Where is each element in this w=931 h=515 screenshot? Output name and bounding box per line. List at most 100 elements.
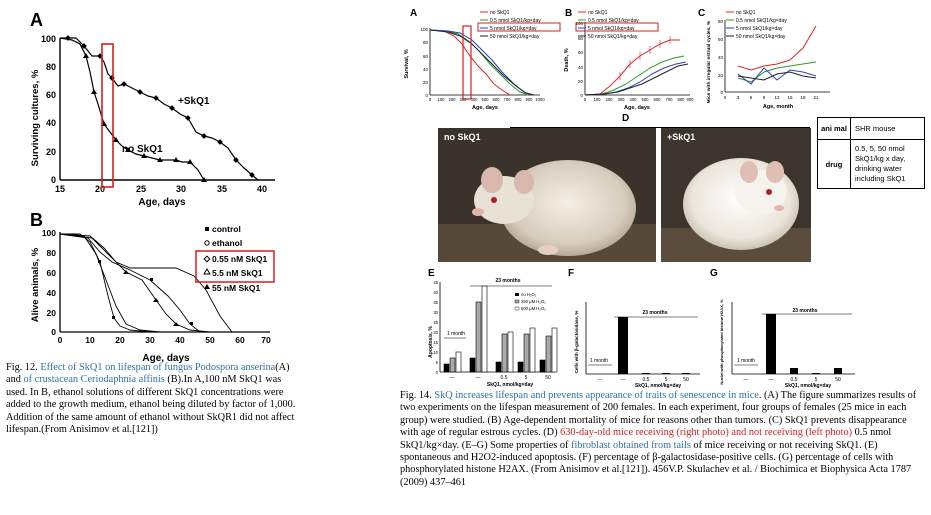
group-label: 1 month xyxy=(447,331,465,337)
legend-item: no SkQ1 xyxy=(588,10,608,16)
fig12-b-legend-item: 0.55 nM SkQ1 xyxy=(212,254,268,264)
fig14-panel-f-label: F xyxy=(568,268,574,279)
fig12-b-legend-item: 5.5 nM SkQ1 xyxy=(212,268,263,278)
caption-text: 0.5 nmol SkQ1/kg×day. (E–G) Some propert… xyxy=(400,427,892,451)
fig14-c-series-05 xyxy=(737,61,817,83)
fig14-b-ylabel: Death, % xyxy=(564,48,570,71)
fig14-c-xtick: 3 xyxy=(737,95,740,100)
fig12-b-xtick: 10 xyxy=(85,335,95,345)
fig14-f-xcat: — xyxy=(598,377,603,383)
fig14-d-table: ani mal SHR mouse drug 0.5, 5, 50 nmol S… xyxy=(817,117,925,189)
fig14-a-highlight-box xyxy=(462,25,472,100)
fig14-panel-a-label: A xyxy=(410,8,417,19)
fig12-panel-b-label: B xyxy=(30,210,43,230)
group-label: 1 month xyxy=(737,358,755,364)
fig14-f-xcat: — xyxy=(621,377,626,383)
fig14-f-bar xyxy=(618,317,628,374)
fig14-g-bar xyxy=(812,373,820,374)
fig14-e-ytick: 5 xyxy=(436,360,439,365)
fig14-e-ytick: 0 xyxy=(436,370,439,375)
fig12-a-ylabel: Surviving cultures, % xyxy=(30,69,41,166)
caption-highlight: of crustacean Ceriodaphnia affinis xyxy=(23,374,165,386)
fig14-f-xlabel: SkQ1, nmol/kg×day xyxy=(635,383,681,389)
fig14-c-xtick: 0 xyxy=(724,95,727,100)
photo-right-label: +SkQ1 xyxy=(667,132,696,142)
fig12-b-xtick: 40 xyxy=(175,335,185,345)
fig14-c-ytick: 80 xyxy=(718,19,724,24)
fig14-c-xtick: 12 xyxy=(774,95,780,100)
fig14-panel-g-label: G xyxy=(710,268,718,279)
fig12-caption: Fig. 12. Effect of SkQ1 on lifespan of f… xyxy=(6,362,298,436)
fig14-b-xtick: 300 xyxy=(618,97,626,102)
group-label: 23 months xyxy=(792,308,817,314)
fig14-g-bar xyxy=(790,368,798,374)
fig14-top-charts: A Survival, % 100 80 60 40 20 0 0 100 20… xyxy=(404,8,830,111)
caption-text: Fig. 12. xyxy=(6,362,41,373)
table-cell-value: 0.5, 5, 50 nmol SkQ1/kg x day, drinking … xyxy=(850,139,925,189)
fig12-b-ytick: 40 xyxy=(47,288,57,298)
fig12-a-markers-skq1 xyxy=(65,35,255,178)
legend-item: 0.5 nmol SkQ1/kg×day xyxy=(736,18,787,24)
fig14-e-ytick: 20 xyxy=(433,330,438,335)
table-row: drug 0.5, 5, 50 nmol SkQ1/kg x day, drin… xyxy=(817,139,925,189)
fig14-caption: Fig. 14. SkQ increases lifespan and prev… xyxy=(400,390,925,489)
fig14-e-xcat: 50 xyxy=(545,375,551,381)
fig12-a-xtick: 30 xyxy=(176,184,186,194)
fig14-a-legend: no SkQ1 0.5 nmol SkQ1/kg×day 5 nmol SkQ1… xyxy=(480,10,541,40)
fig14-a-xtick: 0 xyxy=(429,97,432,102)
fig14-a-series-no-skq1 xyxy=(429,29,511,96)
fig14-a-series-50 xyxy=(429,29,535,96)
fig14-c-xlabel: Age, month xyxy=(763,104,794,110)
legend-item: 5 nmol SkQ1/kg×day xyxy=(490,26,537,32)
fig14-c-xtick: 6 xyxy=(750,95,753,100)
fig12-a-xtick: 15 xyxy=(55,184,65,194)
fig14-g-xcat: 50 xyxy=(835,377,841,383)
legend-item: 0.5 nmol SkQ1/kg×day xyxy=(490,18,541,24)
caption-text: . (A) The figure summarizes results of t… xyxy=(400,390,917,439)
fig14-e-ytick: 40 xyxy=(433,290,438,295)
legend-marker xyxy=(204,284,210,289)
legend-item: 50 nmol SkQ1/kg×day xyxy=(490,34,540,40)
fig14-b-xtick: 200 xyxy=(606,97,614,102)
fig12-b-xtick: 0 xyxy=(58,335,63,345)
fig14-b-errorbars xyxy=(619,36,671,80)
fig14-a-xtick: 600 xyxy=(493,97,501,102)
fig12-a-label-noskq1: no SkQ1 xyxy=(122,144,163,155)
fig14-a-xtick: 900 xyxy=(526,97,534,102)
divider xyxy=(510,127,810,128)
fig14-b-xlabel: Age, days xyxy=(624,105,650,111)
table-cell-value: SHR mouse xyxy=(850,117,925,140)
fig14-b-xtick: 0 xyxy=(584,97,587,102)
fig14-a-ytick: 0 xyxy=(425,93,428,98)
fig14-c-series-no-skq1 xyxy=(737,25,817,71)
fig14-g-ylabel: Nuclei with phosphorylated histone H2AX,… xyxy=(719,299,724,385)
fig12-b-xtick: 70 xyxy=(261,335,271,345)
fig14-a-ylabel: Survival, % xyxy=(404,49,410,78)
legend-item: 0.5 nmol SkQ1/kg×day xyxy=(588,18,639,24)
group-label: 23 months xyxy=(642,310,667,316)
caption-highlight: Effect of SkQ1 on lifespan of fungus Pod… xyxy=(40,362,276,373)
fig14-a-xtick: 200 xyxy=(449,97,457,102)
fig14-b-ytick: 40 xyxy=(578,65,584,70)
fig12-b-xlabel: Age, days xyxy=(142,353,190,364)
fig14-a-xtick: 1000 xyxy=(535,97,545,102)
fig12-figure: A Surviving cultures, % 100 80 60 40 20 … xyxy=(30,10,275,364)
table-cell-key: drug xyxy=(817,139,851,189)
fig14-a-series-05 xyxy=(429,29,529,96)
fig14-e-legend: no H₂O₂ 250 μM H₂O₂ 500 μM H₂O₂ xyxy=(514,292,546,311)
fig14-b-xtick: 900 xyxy=(687,97,695,102)
fig14-g-xcat: — xyxy=(769,377,774,383)
fig12-b-xtick: 20 xyxy=(115,335,125,345)
mouse-image-treated xyxy=(661,128,811,262)
fig14-a-xlabel: Age, days xyxy=(472,105,498,111)
fig14-e-ytick: 30 xyxy=(433,310,438,315)
fig14-a-ytick: 80 xyxy=(423,40,429,45)
fig14-panel-c-label: C xyxy=(698,8,705,19)
fig14-f-bar xyxy=(642,373,650,374)
fig12-a-markers-noskq1 xyxy=(83,53,207,182)
caption-highlight: fibroblast obtained from tails xyxy=(571,439,691,451)
fig12-b-ytick: 60 xyxy=(47,268,57,278)
group-label: 23 months xyxy=(495,278,520,284)
fig12-a-ytick: 100 xyxy=(41,34,56,44)
fig14-c-series-50 xyxy=(737,71,817,81)
